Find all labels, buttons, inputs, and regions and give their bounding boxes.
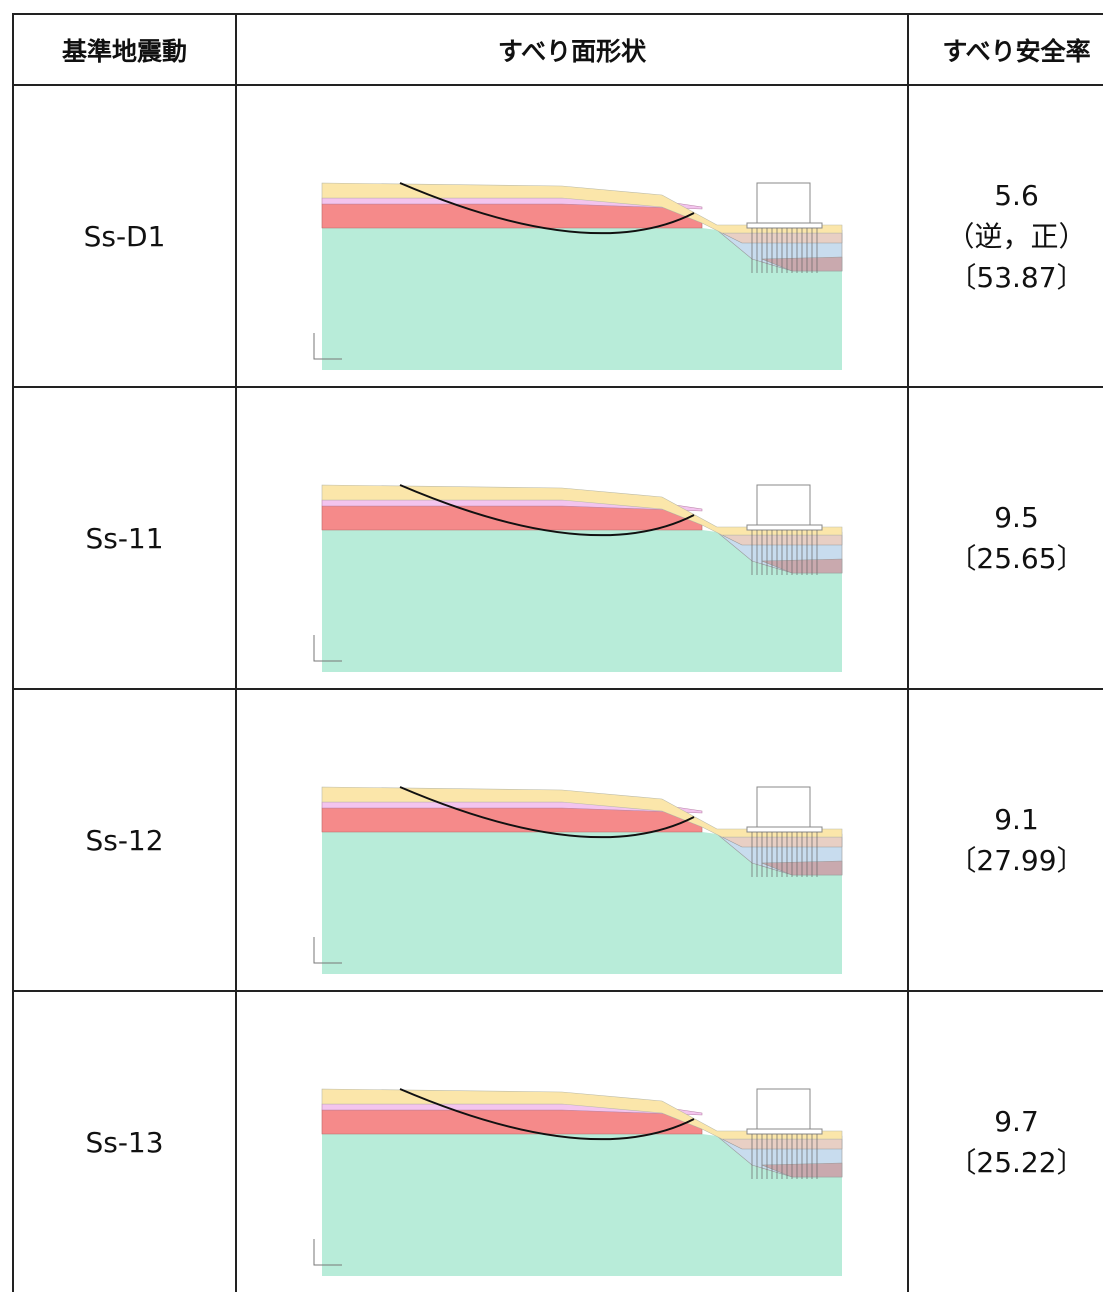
- structure: [756, 484, 811, 526]
- bedrock: [322, 1134, 842, 1276]
- safety-factor-line: 〔53.87〕: [948, 260, 1085, 294]
- red-layer: [321, 1109, 703, 1135]
- slope-diagram: [313, 786, 843, 974]
- motion-cell: Ss-11: [12, 386, 237, 690]
- diagram-cell: [235, 84, 909, 388]
- slope-diagram: [313, 182, 843, 370]
- bedrock: [322, 530, 842, 672]
- structure: [756, 786, 811, 828]
- structure: [756, 1088, 811, 1130]
- diagram-cell: [235, 990, 909, 1292]
- safety-factor-line: 〔25.65〕: [948, 542, 1085, 575]
- foundation-slab: [746, 524, 823, 531]
- foundation-slab: [746, 1128, 823, 1135]
- axis-glyph: [313, 937, 342, 964]
- safety-factor-line: 〔25.22〕: [948, 1146, 1085, 1179]
- red-layer: [321, 505, 703, 531]
- motion-cell: Ss-D1: [12, 84, 237, 388]
- motion-cell: Ss-12: [12, 688, 237, 992]
- header-cell: 基準地震動: [12, 13, 237, 86]
- safety-factor-line: 9.5: [994, 501, 1039, 534]
- red-layer: [321, 203, 703, 229]
- safety-factor-cell: 9.7 〔25.22〕: [907, 990, 1103, 1292]
- data-row: Ss-12 9.1 〔27.99〕: [12, 688, 1103, 992]
- safety-factor-line: （逆，正）: [946, 219, 1087, 253]
- safety-factor-line: 9.1: [994, 803, 1039, 836]
- slope-section: [313, 1088, 843, 1276]
- foundation-slab: [746, 222, 823, 229]
- structure: [756, 182, 811, 224]
- results-table: 基準地震動 すべり面形状 すべり安全率 Ss-D1 5.6 （逆，正） 〔53.87〕…: [12, 13, 1103, 1292]
- axis-glyph: [313, 1239, 342, 1266]
- data-row: Ss-13 9.7 〔25.22〕: [12, 990, 1103, 1292]
- axis-glyph: [313, 635, 342, 662]
- safety-factor-line: 〔27.99〕: [948, 844, 1085, 877]
- slope-diagram: [313, 484, 843, 672]
- slope-diagram: [313, 1088, 843, 1276]
- header-row: 基準地震動 すべり面形状 すべり安全率: [12, 13, 1103, 86]
- axis-glyph: [313, 333, 342, 360]
- bedrock: [322, 228, 842, 370]
- slip-surface: [399, 484, 695, 537]
- safety-factor-cell: 5.6 （逆，正） 〔53.87〕: [907, 84, 1103, 388]
- slope-section: [313, 182, 843, 370]
- slope-section: [313, 786, 843, 974]
- bedrock: [322, 832, 842, 974]
- slope-section: [313, 484, 843, 672]
- diagram-cell: [235, 688, 909, 992]
- slip-surface: [399, 182, 695, 235]
- data-row: Ss-D1 5.6 （逆，正） 〔53.87〕: [12, 84, 1103, 388]
- foundation-slab: [746, 826, 823, 833]
- slip-surface: [399, 1088, 695, 1141]
- safety-factor-line: 9.7: [994, 1105, 1039, 1138]
- diagram-cell: [235, 386, 909, 690]
- data-row: Ss-11 9.5 〔25.65〕: [12, 386, 1103, 690]
- slip-surface: [399, 786, 695, 839]
- header-cell: すべり安全率: [907, 13, 1103, 86]
- header-cell: すべり面形状: [235, 13, 909, 86]
- safety-factor-cell: 9.5 〔25.65〕: [907, 386, 1103, 690]
- motion-cell: Ss-13: [12, 990, 237, 1292]
- safety-factor-line: 5.6: [994, 178, 1039, 212]
- safety-factor-cell: 9.1 〔27.99〕: [907, 688, 1103, 992]
- red-layer: [321, 807, 703, 833]
